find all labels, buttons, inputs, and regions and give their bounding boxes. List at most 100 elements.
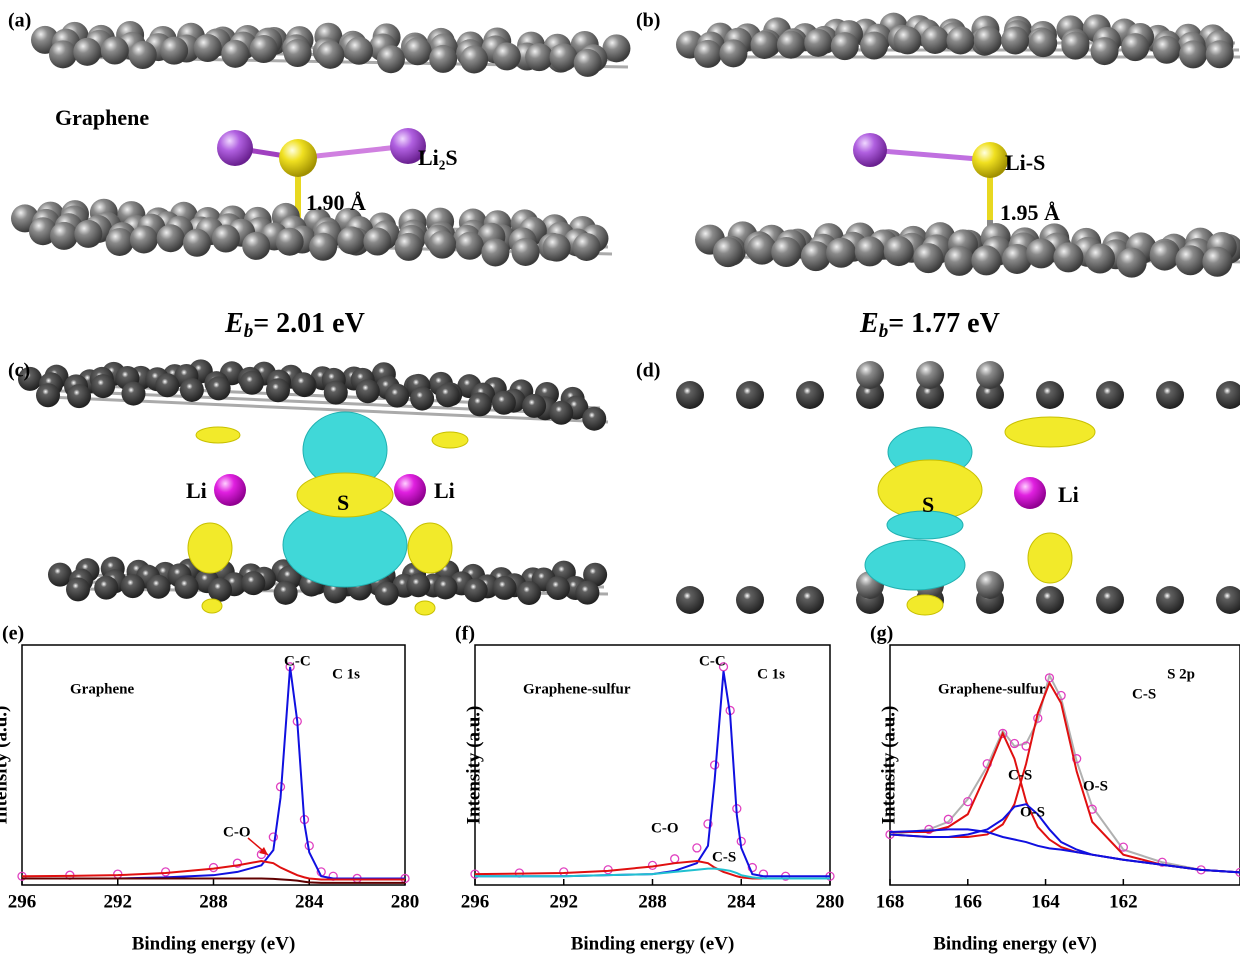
atom	[160, 37, 188, 65]
x-axis-label: Binding energy (eV)	[933, 933, 1097, 954]
peak-label: C-S	[712, 849, 736, 865]
atom	[250, 35, 278, 63]
x-tick-label: 168	[876, 891, 905, 912]
isosurface	[415, 601, 435, 615]
label: S	[922, 492, 934, 517]
atom	[884, 236, 914, 266]
label: Graphene	[55, 105, 149, 130]
atom	[976, 571, 1004, 599]
atom	[375, 582, 399, 606]
atom	[345, 37, 373, 65]
atom	[855, 236, 885, 266]
atom	[493, 42, 521, 70]
peak-label: O-S	[1020, 804, 1045, 820]
atom	[976, 361, 1004, 389]
atom	[428, 231, 456, 259]
label: 1.95 Å	[1000, 200, 1060, 225]
subscript: b	[879, 321, 889, 342]
atom	[826, 238, 856, 268]
atom	[208, 578, 232, 602]
panel-label: (g)	[870, 623, 893, 645]
atom	[974, 26, 1002, 54]
atom	[94, 576, 118, 600]
atom	[512, 238, 540, 266]
atom	[291, 372, 315, 396]
atom	[1175, 245, 1205, 275]
atom	[73, 38, 101, 66]
atom	[155, 373, 179, 397]
peak-label: C-O	[223, 824, 251, 840]
peak-label: C-O	[651, 820, 679, 836]
atom	[916, 361, 944, 389]
atom	[207, 376, 231, 400]
x-tick-label: 284	[727, 891, 756, 912]
atom	[736, 381, 764, 409]
panel-label: (e)	[2, 623, 24, 645]
atom	[456, 232, 484, 260]
atom	[377, 45, 405, 73]
peak-label: C-C	[284, 653, 311, 669]
atom	[751, 31, 779, 59]
atom	[517, 581, 541, 605]
data-point	[711, 761, 719, 769]
atom	[146, 575, 170, 599]
atom	[309, 233, 337, 261]
atom	[324, 381, 348, 405]
atom	[831, 32, 859, 60]
atom	[240, 371, 264, 395]
peak-label: C-C	[699, 653, 726, 669]
atom	[221, 40, 249, 68]
atom	[582, 407, 606, 431]
atom	[49, 40, 77, 68]
xps-chart: 296292288284280(f)Graphene-sulfurC 1sBin…	[455, 623, 844, 955]
x-tick-label: 296	[8, 891, 37, 912]
atom	[719, 39, 747, 67]
atom	[694, 40, 722, 68]
atom	[574, 49, 602, 77]
atom	[266, 378, 290, 402]
atom	[971, 245, 1001, 275]
atom	[1001, 26, 1029, 54]
isosurface	[432, 432, 468, 448]
atom	[157, 224, 185, 252]
fit-curve	[890, 675, 1240, 872]
atom	[74, 220, 102, 248]
isosurface	[865, 540, 965, 590]
peak-label: C-S	[1008, 767, 1032, 783]
isosurface	[907, 595, 943, 615]
atom	[796, 381, 824, 409]
atom	[572, 233, 600, 261]
fit-curve	[22, 667, 405, 879]
fit-curve	[475, 671, 830, 876]
atom	[436, 383, 460, 407]
atom	[214, 474, 246, 506]
atom	[106, 228, 134, 256]
atom	[212, 225, 240, 253]
atom	[1206, 40, 1234, 68]
isosurface	[188, 523, 232, 573]
x-tick-label: 162	[1109, 891, 1138, 912]
x-tick-label: 292	[550, 891, 579, 912]
atom	[947, 26, 975, 54]
atom	[460, 45, 488, 73]
atom	[1216, 586, 1240, 614]
atom	[493, 576, 517, 600]
sample-title: Graphene-sulfur	[938, 681, 1046, 697]
atom	[284, 39, 312, 67]
atom	[1036, 586, 1064, 614]
atom	[274, 581, 298, 605]
label: Li-S	[1005, 150, 1045, 175]
fit-curve	[890, 733, 1240, 872]
atom	[1096, 381, 1124, 409]
xps-chart: 168166164162(g)Graphene-sulfurS 2pBindin…	[870, 623, 1240, 955]
atom	[1202, 247, 1232, 277]
atom	[1014, 477, 1046, 509]
binding-energy: Eb= 1.77 eV	[859, 308, 1000, 342]
atom	[771, 237, 801, 267]
atom	[921, 26, 949, 54]
atom	[1153, 36, 1181, 64]
atom	[856, 361, 884, 389]
atom	[492, 391, 516, 415]
atom	[522, 394, 546, 418]
